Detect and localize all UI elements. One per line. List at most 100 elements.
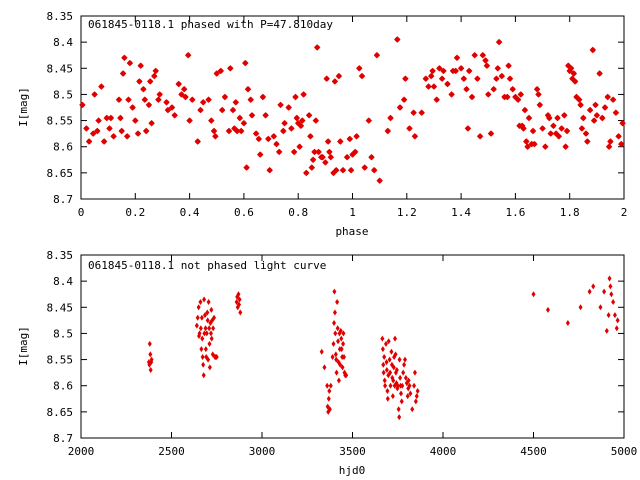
phased-data-point	[440, 67, 447, 75]
phased-data-point	[494, 65, 501, 72]
phased-data-point	[276, 148, 283, 156]
unphased-data-point	[406, 377, 411, 384]
phased-data-point	[227, 65, 234, 72]
phased-data-point	[517, 91, 524, 98]
phased-x-tick-label: 0.8	[288, 206, 308, 219]
phased-data-point	[117, 114, 124, 122]
phased-data-point	[136, 78, 143, 85]
phased-x-tick-label: 2	[621, 206, 628, 219]
unphased-data-point	[341, 340, 346, 347]
phased-x-tick-label: 0.4	[180, 206, 200, 219]
phased-data-point	[182, 93, 189, 101]
phased-data-point	[189, 96, 196, 103]
phased-data-point	[601, 104, 609, 111]
phased-y-tick-label: 8.55	[47, 115, 74, 128]
unphased-data-point	[197, 330, 202, 337]
phased-data-point	[132, 117, 139, 124]
unphased-data-point	[612, 312, 617, 319]
phased-data-point	[323, 75, 330, 82]
phased-data-point	[307, 133, 314, 140]
unphased-x-tick-label: 2000	[68, 445, 95, 458]
phased-data-point	[406, 125, 413, 132]
unphased-data-point	[200, 353, 205, 360]
unphased-data-point	[604, 327, 609, 334]
phased-data-point	[115, 96, 123, 103]
phased-data-point	[255, 135, 262, 143]
phased-data-point	[129, 104, 136, 111]
unphased-data-point	[199, 346, 204, 353]
unphased-data-point	[334, 369, 339, 376]
unphased-data-point	[389, 348, 394, 355]
phased-data-point	[482, 57, 489, 64]
phased-data-point	[346, 135, 353, 143]
phased-data-point	[300, 91, 307, 98]
unphased-y-tick-label: 8.5	[53, 327, 73, 340]
unphased-data-point	[209, 306, 214, 313]
unphased-data-point	[344, 372, 349, 379]
phased-data-point	[91, 91, 98, 98]
unphased-data-point	[388, 369, 393, 376]
phased-data-point	[107, 114, 115, 122]
unphased-y-axis-label: I[mag]	[17, 326, 30, 366]
phased-data-point	[233, 127, 241, 135]
phased-data-point	[596, 70, 603, 77]
phased-data-point	[448, 91, 455, 98]
phased-data-point	[311, 148, 318, 156]
unphased-data-point	[195, 314, 200, 321]
phased-data-point	[561, 112, 568, 119]
phased-data-point	[433, 96, 440, 103]
unphased-data-point	[338, 327, 343, 334]
phased-data-point	[425, 83, 432, 90]
phased-data-point	[292, 93, 299, 101]
unphased-data-point	[606, 312, 611, 319]
phased-data-point	[506, 75, 514, 82]
phased-data-point	[582, 130, 590, 137]
unphased-data-point	[383, 340, 388, 347]
phased-data-point	[106, 125, 113, 132]
phased-data-point	[605, 143, 613, 150]
phased-data-point	[266, 167, 273, 174]
unphased-data-point	[194, 322, 199, 329]
phased-data-point	[85, 138, 93, 145]
phased-data-point	[460, 75, 467, 82]
phased-data-point	[468, 93, 476, 101]
unphased-data-point	[611, 299, 616, 306]
unphased-data-point	[322, 364, 327, 371]
unphased-data-point	[382, 377, 387, 384]
unphased-y-tick-label: 8.35	[47, 249, 74, 262]
phased-data-point	[244, 86, 252, 93]
phased-data-point	[444, 80, 451, 88]
phased-data-point	[533, 86, 541, 93]
phased-data-point	[529, 127, 537, 135]
unphased-data-point	[331, 340, 336, 347]
phased-data-point	[619, 120, 626, 127]
unphased-data-point	[413, 398, 418, 405]
unphased-data-point	[207, 340, 212, 347]
phased-data-point	[118, 127, 125, 135]
phased-x-tick-label: 1.2	[397, 206, 417, 219]
phased-x-axis-label: phase	[335, 225, 368, 238]
unphased-data-point	[328, 382, 333, 389]
phased-data-point	[324, 138, 332, 145]
phased-x-tick-label: 0.6	[234, 206, 254, 219]
phased-data-point	[147, 78, 154, 85]
unphased-data-point	[399, 390, 404, 397]
phased-x-tick-label: 1	[349, 206, 356, 219]
unphased-data-point	[147, 340, 152, 347]
phased-data-point	[83, 125, 90, 132]
phased-data-point	[554, 114, 561, 122]
phased-data-point	[210, 127, 218, 135]
phased-data-point	[485, 91, 492, 98]
phased-data-point	[299, 117, 306, 124]
phased-data-point	[200, 99, 207, 106]
unphased-data-point	[237, 301, 242, 308]
phased-data-point	[309, 156, 317, 163]
phased-data-point	[314, 44, 321, 51]
phased-data-point	[319, 154, 326, 161]
unphased-y-tick-label: 8.6	[53, 380, 73, 393]
unphased-data-point	[412, 369, 417, 376]
unphased-data-point	[234, 299, 239, 306]
unphased-data-point	[148, 367, 153, 374]
phased-data-point	[171, 112, 178, 119]
